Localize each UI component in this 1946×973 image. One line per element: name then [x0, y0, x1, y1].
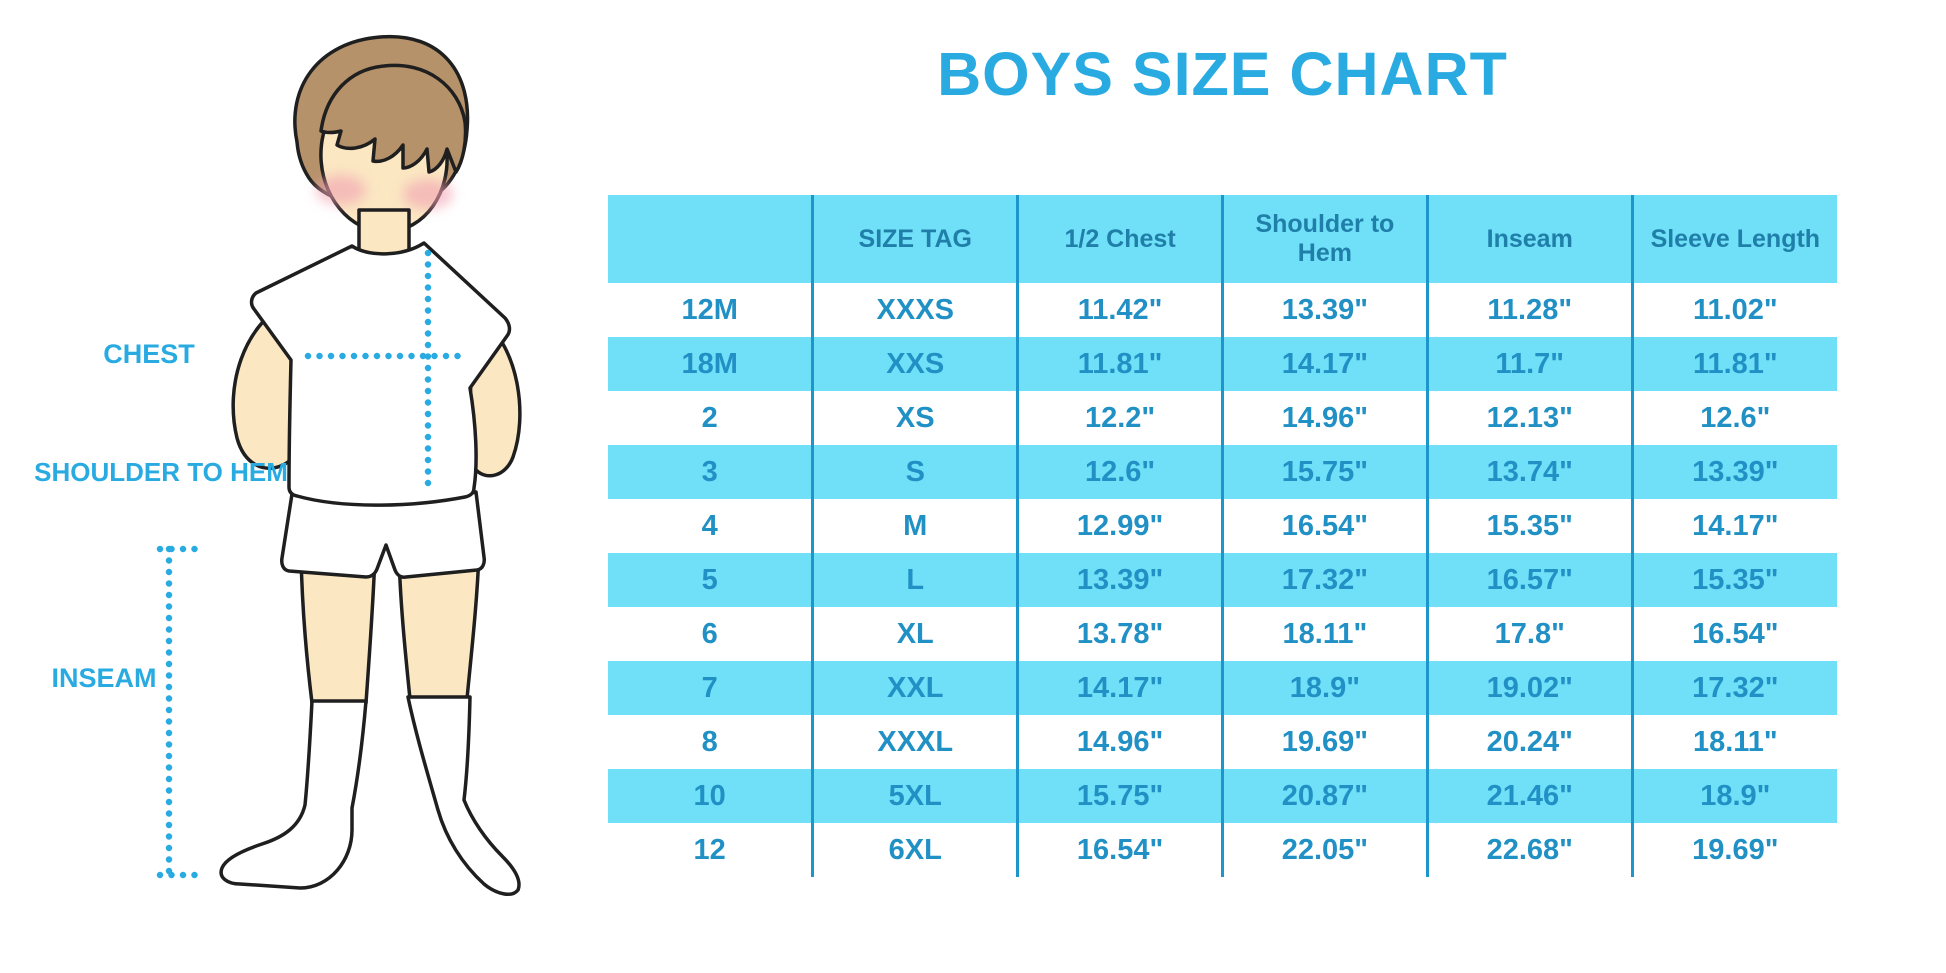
measurement-cell: 13.78": [1016, 607, 1223, 661]
boy-tshirt: [249, 241, 512, 507]
boy-left-sock: [219, 699, 368, 890]
inseam-label: INSEAM: [51, 663, 157, 693]
boy-right-sock: [406, 695, 521, 896]
measurement-cell: 14.17": [1630, 499, 1837, 553]
boy-blush-cheeks: [316, 175, 453, 209]
boy-figure-illustration: [156, 34, 522, 896]
table-row: 12M XXXS 11.42" 13.39" 11.28" 11.02": [608, 283, 1837, 337]
age-cell: 2: [608, 391, 813, 445]
table-row: 3 S 12.6" 15.75" 13.74" 13.39": [608, 445, 1837, 499]
measurement-cell: 19.02": [1425, 661, 1633, 715]
measurement-cell: 12.6": [1630, 391, 1837, 445]
measurement-cell: 14.17": [1016, 661, 1223, 715]
measurement-cell: 19.69": [1220, 715, 1428, 769]
measurement-cell: 15.75": [1016, 769, 1223, 823]
table-row: 5 L 13.39" 17.32" 16.57" 15.35": [608, 553, 1837, 607]
measurement-cell: 15.75": [1220, 445, 1428, 499]
age-cell: 18M: [608, 337, 813, 391]
measurement-cell: 21.46": [1425, 769, 1633, 823]
table-row: 2 XS 12.2" 14.96" 12.13" 12.6": [608, 391, 1837, 445]
size-tag-cell: S: [811, 445, 1018, 499]
table-row: 8 XXXL 14.96" 19.69" 20.24" 18.11": [608, 715, 1837, 769]
age-cell: 12: [608, 823, 813, 877]
size-tag-cell: M: [811, 499, 1018, 553]
column-header: Inseam: [1425, 195, 1633, 283]
measurement-cell: 13.39": [1630, 445, 1837, 499]
measurement-cell: 12.13": [1425, 391, 1633, 445]
column-header-empty: [608, 195, 813, 283]
age-cell: 4: [608, 499, 813, 553]
measurement-cell: 16.54": [1220, 499, 1428, 553]
measurement-cell: 11.02": [1630, 283, 1837, 337]
measurement-cell: 14.17": [1220, 337, 1428, 391]
column-header: SIZE TAG: [811, 195, 1018, 283]
age-cell: 12M: [608, 283, 813, 337]
page-title: BOYS SIZE CHART: [937, 40, 1508, 108]
measurement-cell: 16.54": [1630, 607, 1837, 661]
measurement-cell: 11.81": [1016, 337, 1223, 391]
measurement-cell: 11.42": [1016, 283, 1223, 337]
table-row: 18M XXS 11.81" 14.17" 11.7" 11.81": [608, 337, 1837, 391]
age-cell: 3: [608, 445, 813, 499]
measurement-cell: 12.6": [1016, 445, 1223, 499]
size-tag-cell: XXS: [811, 337, 1018, 391]
measurement-cell: 18.9": [1220, 661, 1428, 715]
measurement-cell: 19.69": [1630, 823, 1837, 877]
age-cell: 6: [608, 607, 813, 661]
measurement-cell: 22.68": [1425, 823, 1633, 877]
measurement-cell: 14.96": [1220, 391, 1428, 445]
measurement-cell: 14.96": [1016, 715, 1223, 769]
measurement-cell: 17.32": [1220, 553, 1428, 607]
measurement-cell: 22.05": [1220, 823, 1428, 877]
measurement-cell: 18.9": [1630, 769, 1837, 823]
size-tag-cell: XS: [811, 391, 1018, 445]
shoulder-to-hem-label: SHOULDER TO HEM: [34, 457, 288, 487]
age-cell: 10: [608, 769, 813, 823]
measurement-cell: 20.24": [1425, 715, 1633, 769]
table-row: 4 M 12.99" 16.54" 15.35" 14.17": [608, 499, 1837, 553]
table-row: 6 XL 13.78" 18.11" 17.8" 16.54": [608, 607, 1837, 661]
size-table-header-row: SIZE TAG 1/2 Chest Shoulder to Hem Inseam Sl…: [608, 195, 1837, 283]
table-row: 10 5XL 15.75" 20.87" 21.46" 18.9": [608, 769, 1837, 823]
age-cell: 7: [608, 661, 813, 715]
measurement-cell: 11.28": [1425, 283, 1633, 337]
size-tag-cell: XL: [811, 607, 1018, 661]
size-tag-cell: XXL: [811, 661, 1018, 715]
measurement-cell: 13.39": [1016, 553, 1223, 607]
size-tag-cell: 5XL: [811, 769, 1018, 823]
measurement-cell: 17.8": [1425, 607, 1633, 661]
measurement-cell: 11.81": [1630, 337, 1837, 391]
age-cell: 5: [608, 553, 813, 607]
measurement-cell: 18.11": [1630, 715, 1837, 769]
measurement-cell: 11.7": [1425, 337, 1633, 391]
measurement-cell: 15.35": [1425, 499, 1633, 553]
boy-neck: [357, 208, 411, 258]
chest-label: CHEST: [103, 339, 195, 369]
boy-hair-fringe: [319, 63, 468, 174]
column-header: Sleeve Length: [1630, 195, 1837, 283]
table-row: 12 6XL 16.54" 22.05" 22.68" 19.69": [608, 823, 1837, 877]
age-cell: 8: [608, 715, 813, 769]
size-table-head: SIZE TAG 1/2 Chest Shoulder to Hem Inseam Sl…: [608, 195, 1837, 283]
measurement-cell: 17.32": [1630, 661, 1837, 715]
measurement-cell: 12.2": [1016, 391, 1223, 445]
measurement-cell: 18.11": [1220, 607, 1428, 661]
measurement-cell: 12.99": [1016, 499, 1223, 553]
measurement-cell: 15.35": [1630, 553, 1837, 607]
size-table-body: 12M XXXS 11.42" 13.39" 11.28" 11.02" 18M XXS 11.…: [608, 283, 1837, 877]
measurement-cell: 16.57": [1425, 553, 1633, 607]
size-tag-cell: XXXS: [811, 283, 1018, 337]
column-header: Shoulder to Hem: [1220, 195, 1428, 283]
measurement-cell: 20.87": [1220, 769, 1428, 823]
column-header: 1/2 Chest: [1016, 195, 1223, 283]
size-tag-cell: XXXL: [811, 715, 1018, 769]
table-row: 7 XXL 14.17" 18.9" 19.02" 17.32": [608, 661, 1837, 715]
measurement-cell: 16.54": [1016, 823, 1223, 877]
size-tag-cell: 6XL: [811, 823, 1018, 877]
size-tag-cell: L: [811, 553, 1018, 607]
measurement-cell: 13.39": [1220, 283, 1428, 337]
size-chart-table: SIZE TAG 1/2 Chest Shoulder to Hem Inseam Sl…: [608, 195, 1837, 877]
measurement-cell: 13.74": [1425, 445, 1633, 499]
